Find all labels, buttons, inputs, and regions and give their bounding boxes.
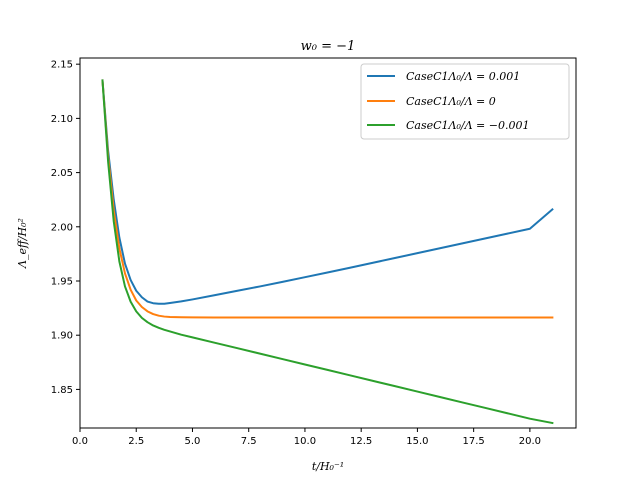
y-tick-label: 2.15 (51, 60, 73, 71)
x-tick-label: 15.0 (406, 436, 428, 447)
x-tick-label: 5.0 (185, 436, 201, 447)
legend-label-2: CaseC1Λ₀/Λ = 0 (406, 95, 496, 108)
x-axis-label: t/H₀⁻¹ (312, 460, 344, 473)
y-tick-label: 1.95 (51, 276, 73, 287)
plot-frame (79, 57, 577, 429)
legend-label-3: CaseC1Λ₀/Λ = −0.001 (406, 119, 529, 132)
legend-box (360, 63, 570, 140)
x-tick-label: 2.5 (128, 436, 144, 447)
series-layer (101, 79, 554, 425)
y-tick-label: 2.00 (51, 222, 73, 233)
y-axis: 1.85 1.90 1.95 2.00 2.05 2.10 2.15 (51, 60, 80, 396)
x-tick-label: 10.0 (294, 436, 316, 447)
series-line-2 (101, 79, 554, 319)
x-axis: 0.0 2.5 5.0 7.5 10.0 12.5 15.0 17.5 20.0 (72, 428, 541, 447)
x-tick-label: 0.0 (72, 436, 88, 447)
x-tick-label: 7.5 (241, 436, 257, 447)
y-axis-label: Λ_eff/H₀² (16, 218, 29, 269)
legend-label-1: CaseC1Λ₀/Λ = 0.001 (406, 70, 520, 83)
y-tick-label: 1.85 (51, 385, 73, 396)
chart-title: w₀ = −1 (301, 39, 356, 54)
legend: CaseC1Λ₀/Λ = 0.001 CaseC1Λ₀/Λ = 0 CaseC1… (360, 63, 570, 140)
series-line-3 (101, 79, 554, 425)
y-tick-label: 1.90 (51, 331, 73, 342)
y-tick-label: 2.10 (51, 114, 73, 125)
y-tick-label: 2.05 (51, 168, 73, 179)
series-line-1 (101, 79, 554, 305)
x-tick-label: 20.0 (519, 436, 541, 447)
x-tick-label: 12.5 (350, 436, 372, 447)
x-tick-label: 17.5 (463, 436, 485, 447)
